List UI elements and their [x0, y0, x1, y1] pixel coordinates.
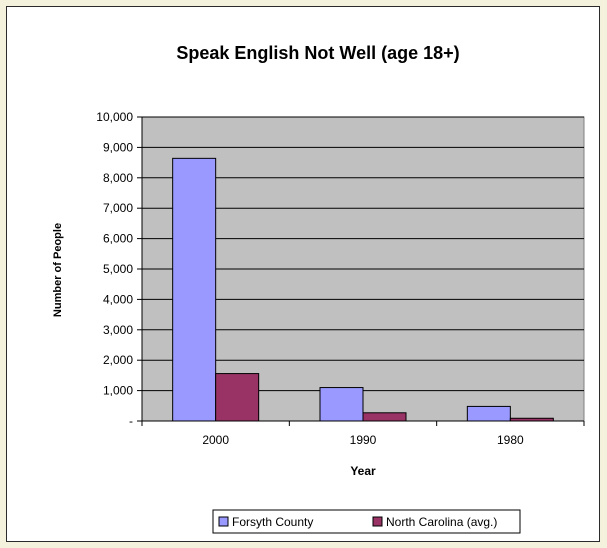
bar-north-carolina-avg-1980 — [509, 417, 554, 422]
bar-forsyth-county-1980 — [466, 405, 511, 422]
chart-title: Speak English Not Well (age 18+) — [176, 43, 459, 63]
y-tick-label: 2,000 — [103, 353, 133, 367]
y-tick-label: 10,000 — [96, 110, 133, 124]
legend-label: Forsyth County — [232, 515, 313, 529]
legend-swatch — [372, 516, 383, 527]
y-tick-label: 6,000 — [103, 232, 133, 246]
legend-box — [212, 509, 521, 534]
legend-swatch — [218, 516, 229, 527]
x-axis-label: Year — [350, 464, 376, 478]
y-tick-label: 8,000 — [103, 171, 133, 185]
x-tick-label: 1980 — [497, 433, 524, 447]
bar-north-carolina-avg-2000 — [215, 373, 260, 422]
legend-label: North Carolina (avg.) — [386, 515, 497, 529]
y-tick-label: 3,000 — [103, 323, 133, 337]
y-tick-label: 1,000 — [103, 384, 133, 398]
y-tick-label: 5,000 — [103, 262, 133, 276]
legend: Forsyth County North Carolina (avg.) — [212, 509, 521, 534]
y-tick-label: 4,000 — [103, 292, 133, 306]
plot-area: - 1,000 2,000 3,000 4,000 5,000 6,000 7,000 8,00… — [96, 110, 585, 447]
bar-north-carolina-avg-1990 — [362, 412, 407, 422]
x-tick-label: 1990 — [350, 433, 377, 447]
y-tick-label: 9,000 — [103, 140, 133, 154]
bar-forsyth-county-1990 — [319, 387, 364, 422]
bar-forsyth-county-2000 — [172, 157, 217, 422]
y-tick-label: - — [129, 414, 133, 428]
y-axis-label: Number of People — [52, 223, 64, 317]
y-tick-label: 7,000 — [103, 201, 133, 215]
x-tick-label: 2000 — [202, 433, 229, 447]
